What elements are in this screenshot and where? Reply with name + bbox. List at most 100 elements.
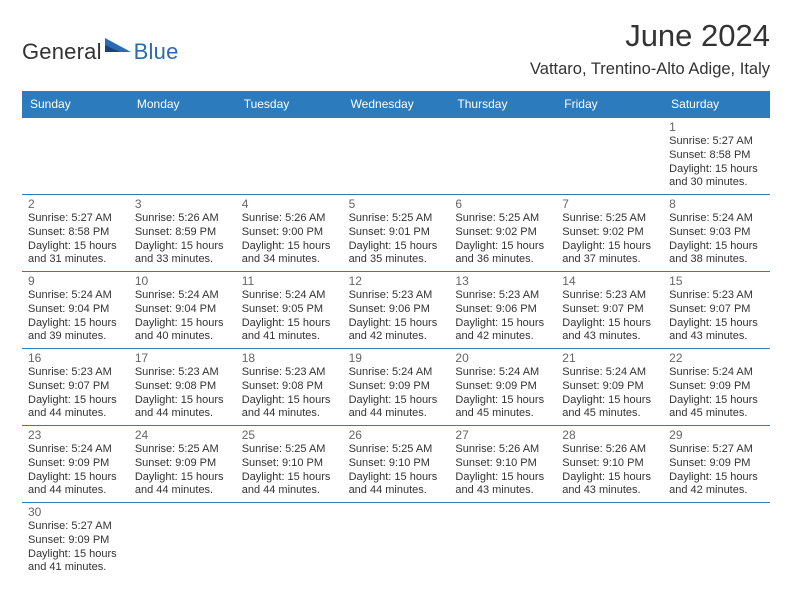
sunrise-line: Sunrise: 5:26 AM: [242, 212, 337, 226]
sunrise-line: Sunrise: 5:25 AM: [562, 212, 657, 226]
sunset-line: Sunset: 9:09 PM: [349, 380, 444, 394]
daylight-line: Daylight: 15 hours and 41 minutes.: [242, 317, 337, 345]
calendar-day-cell: 6Sunrise: 5:25 AMSunset: 9:02 PMDaylight…: [449, 195, 556, 271]
calendar-day-cell: 17Sunrise: 5:23 AMSunset: 9:08 PMDayligh…: [129, 349, 236, 425]
sun-times-block: Sunrise: 5:23 AMSunset: 9:08 PMDaylight:…: [135, 366, 230, 421]
calendar-day-cell: 8Sunrise: 5:24 AMSunset: 9:03 PMDaylight…: [663, 195, 770, 271]
calendar-week-row: 1Sunrise: 5:27 AMSunset: 8:58 PMDaylight…: [22, 118, 770, 195]
sun-times-block: Sunrise: 5:25 AMSunset: 9:09 PMDaylight:…: [135, 443, 230, 498]
sun-times-block: Sunrise: 5:23 AMSunset: 9:07 PMDaylight:…: [562, 289, 657, 344]
sunset-line: Sunset: 9:09 PM: [135, 457, 230, 471]
daylight-line: Daylight: 15 hours and 43 minutes.: [562, 317, 657, 345]
sunset-line: Sunset: 9:08 PM: [242, 380, 337, 394]
page-header: General Blue June 2024 Vattaro, Trentino…: [22, 12, 770, 83]
calendar-day-cell: 20Sunrise: 5:24 AMSunset: 9:09 PMDayligh…: [449, 349, 556, 425]
brand-logo: General Blue: [22, 18, 179, 67]
day-number: 2: [28, 197, 123, 211]
daylight-line: Daylight: 15 hours and 38 minutes.: [669, 240, 764, 268]
sunrise-line: Sunrise: 5:23 AM: [455, 289, 550, 303]
calendar-day-cell: 15Sunrise: 5:23 AMSunset: 9:07 PMDayligh…: [663, 272, 770, 348]
day-number: 17: [135, 351, 230, 365]
sunset-line: Sunset: 9:09 PM: [562, 380, 657, 394]
sun-times-block: Sunrise: 5:24 AMSunset: 9:03 PMDaylight:…: [669, 212, 764, 267]
sunset-line: Sunset: 8:58 PM: [669, 149, 764, 163]
brand-text-1: General: [22, 39, 102, 65]
sunset-line: Sunset: 9:02 PM: [562, 226, 657, 240]
sunset-line: Sunset: 9:09 PM: [669, 457, 764, 471]
sunrise-line: Sunrise: 5:23 AM: [242, 366, 337, 380]
calendar-day-cell: 16Sunrise: 5:23 AMSunset: 9:07 PMDayligh…: [22, 349, 129, 425]
daylight-line: Daylight: 15 hours and 36 minutes.: [455, 240, 550, 268]
sun-times-block: Sunrise: 5:24 AMSunset: 9:09 PMDaylight:…: [455, 366, 550, 421]
day-number: 3: [135, 197, 230, 211]
calendar-week-row: 9Sunrise: 5:24 AMSunset: 9:04 PMDaylight…: [22, 272, 770, 349]
daylight-line: Daylight: 15 hours and 44 minutes.: [28, 471, 123, 499]
calendar-page: General Blue June 2024 Vattaro, Trentino…: [0, 0, 792, 612]
calendar-empty-cell: [236, 503, 343, 579]
calendar-day-cell: 12Sunrise: 5:23 AMSunset: 9:06 PMDayligh…: [343, 272, 450, 348]
daylight-line: Daylight: 15 hours and 44 minutes.: [135, 394, 230, 422]
calendar-empty-cell: [556, 503, 663, 579]
daylight-line: Daylight: 15 hours and 40 minutes.: [135, 317, 230, 345]
sun-times-block: Sunrise: 5:24 AMSunset: 9:09 PMDaylight:…: [349, 366, 444, 421]
sun-times-block: Sunrise: 5:24 AMSunset: 9:05 PMDaylight:…: [242, 289, 337, 344]
sunset-line: Sunset: 9:10 PM: [455, 457, 550, 471]
calendar-day-cell: 23Sunrise: 5:24 AMSunset: 9:09 PMDayligh…: [22, 426, 129, 502]
sun-times-block: Sunrise: 5:25 AMSunset: 9:02 PMDaylight:…: [562, 212, 657, 267]
sunset-line: Sunset: 9:04 PM: [28, 303, 123, 317]
calendar-empty-cell: [236, 118, 343, 194]
calendar-week-row: 30Sunrise: 5:27 AMSunset: 9:09 PMDayligh…: [22, 503, 770, 579]
calendar-day-cell: 24Sunrise: 5:25 AMSunset: 9:09 PMDayligh…: [129, 426, 236, 502]
day-number: 13: [455, 274, 550, 288]
title-block: June 2024 Vattaro, Trentino-Alto Adige, …: [530, 18, 770, 79]
sunrise-line: Sunrise: 5:25 AM: [349, 443, 444, 457]
day-number: 14: [562, 274, 657, 288]
sunrise-line: Sunrise: 5:25 AM: [135, 443, 230, 457]
sun-times-block: Sunrise: 5:23 AMSunset: 9:07 PMDaylight:…: [28, 366, 123, 421]
daylight-line: Daylight: 15 hours and 44 minutes.: [135, 471, 230, 499]
sunrise-line: Sunrise: 5:25 AM: [349, 212, 444, 226]
sunrise-line: Sunrise: 5:27 AM: [28, 520, 123, 534]
calendar-day-cell: 19Sunrise: 5:24 AMSunset: 9:09 PMDayligh…: [343, 349, 450, 425]
calendar-day-cell: 21Sunrise: 5:24 AMSunset: 9:09 PMDayligh…: [556, 349, 663, 425]
daylight-line: Daylight: 15 hours and 44 minutes.: [349, 471, 444, 499]
day-number: 10: [135, 274, 230, 288]
sun-times-block: Sunrise: 5:25 AMSunset: 9:10 PMDaylight:…: [242, 443, 337, 498]
daylight-line: Daylight: 15 hours and 43 minutes.: [669, 317, 764, 345]
sun-times-block: Sunrise: 5:27 AMSunset: 9:09 PMDaylight:…: [28, 520, 123, 575]
sunset-line: Sunset: 9:06 PM: [349, 303, 444, 317]
calendar-empty-cell: [343, 503, 450, 579]
sun-times-block: Sunrise: 5:24 AMSunset: 9:04 PMDaylight:…: [28, 289, 123, 344]
calendar-day-cell: 3Sunrise: 5:26 AMSunset: 8:59 PMDaylight…: [129, 195, 236, 271]
sunrise-line: Sunrise: 5:24 AM: [349, 366, 444, 380]
calendar-empty-cell: [449, 118, 556, 194]
calendar-empty-cell: [663, 503, 770, 579]
day-number: 16: [28, 351, 123, 365]
calendar-week-row: 2Sunrise: 5:27 AMSunset: 8:58 PMDaylight…: [22, 195, 770, 272]
dow-tuesday: Tuesday: [236, 91, 343, 117]
daylight-line: Daylight: 15 hours and 45 minutes.: [562, 394, 657, 422]
calendar-day-cell: 2Sunrise: 5:27 AMSunset: 8:58 PMDaylight…: [22, 195, 129, 271]
sun-times-block: Sunrise: 5:24 AMSunset: 9:09 PMDaylight:…: [669, 366, 764, 421]
sun-times-block: Sunrise: 5:24 AMSunset: 9:09 PMDaylight:…: [562, 366, 657, 421]
day-number: 4: [242, 197, 337, 211]
daylight-line: Daylight: 15 hours and 44 minutes.: [242, 394, 337, 422]
sunrise-line: Sunrise: 5:24 AM: [669, 366, 764, 380]
day-number: 8: [669, 197, 764, 211]
day-number: 18: [242, 351, 337, 365]
sunset-line: Sunset: 9:09 PM: [28, 534, 123, 548]
brand-text-2: Blue: [134, 39, 179, 65]
sunrise-line: Sunrise: 5:27 AM: [669, 443, 764, 457]
daylight-line: Daylight: 15 hours and 35 minutes.: [349, 240, 444, 268]
day-number: 19: [349, 351, 444, 365]
sunrise-line: Sunrise: 5:23 AM: [349, 289, 444, 303]
day-number: 28: [562, 428, 657, 442]
daylight-line: Daylight: 15 hours and 42 minutes.: [669, 471, 764, 499]
sun-times-block: Sunrise: 5:27 AMSunset: 8:58 PMDaylight:…: [28, 212, 123, 267]
sunset-line: Sunset: 9:00 PM: [242, 226, 337, 240]
sun-times-block: Sunrise: 5:23 AMSunset: 9:06 PMDaylight:…: [455, 289, 550, 344]
calendar-day-cell: 30Sunrise: 5:27 AMSunset: 9:09 PMDayligh…: [22, 503, 129, 579]
calendar-empty-cell: [556, 118, 663, 194]
day-number: 26: [349, 428, 444, 442]
sunrise-line: Sunrise: 5:26 AM: [135, 212, 230, 226]
